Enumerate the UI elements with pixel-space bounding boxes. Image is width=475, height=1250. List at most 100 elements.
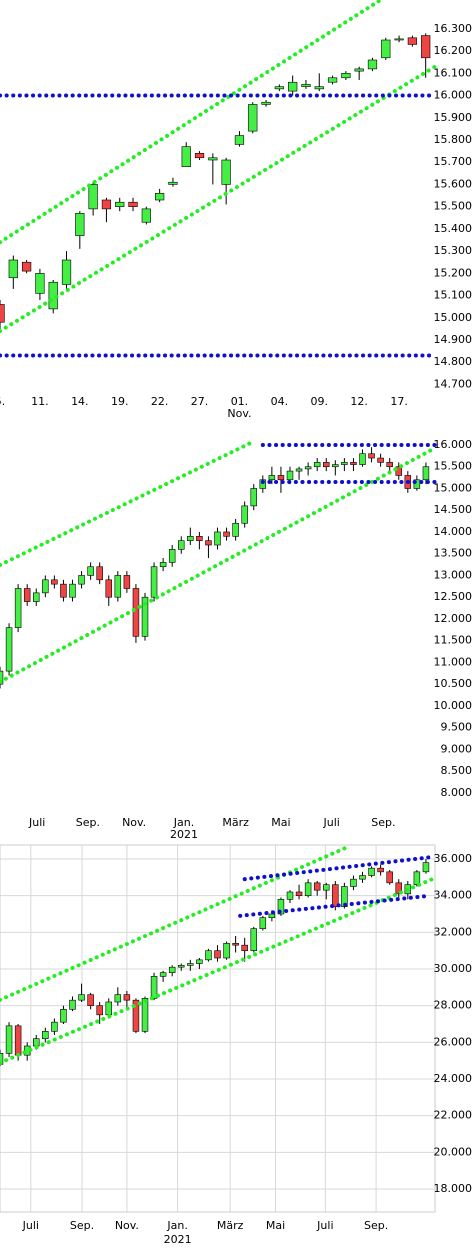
candle-body <box>115 201 125 207</box>
y-tick-label: 12.000 <box>434 612 473 625</box>
candle-body <box>14 1025 22 1056</box>
candle-body <box>314 86 324 90</box>
x-tick-label: Sep. <box>70 1219 94 1232</box>
x-tick-label: 14. <box>71 395 89 408</box>
candle-body <box>422 862 430 873</box>
candle-body <box>60 583 67 598</box>
y-tick-label: 16.100 <box>434 66 473 79</box>
x-tick-label: Sep. <box>364 1219 388 1232</box>
trend-line <box>0 846 348 1002</box>
y-tick-label: 14.800 <box>434 355 473 368</box>
y-tick-label: 15.300 <box>434 244 473 257</box>
x-tick-label: Nov. <box>115 1219 139 1232</box>
candle-body <box>168 966 176 973</box>
candle-body <box>304 882 312 896</box>
candle-body <box>14 588 22 628</box>
candle-body <box>87 994 94 1006</box>
x-tick-label: Sep. <box>76 816 100 829</box>
candle-body <box>178 965 185 968</box>
candle-body <box>413 479 421 489</box>
y-tick-label: 10.000 <box>434 699 473 712</box>
candle-body <box>150 976 158 999</box>
candle-body <box>5 1025 13 1054</box>
y-tick-label: 16.300 <box>434 22 473 35</box>
y-tick-label: 15.900 <box>434 111 473 124</box>
x-tick-label: 5. <box>0 395 5 408</box>
candle-body <box>0 1053 4 1065</box>
x-tick-label: Sep. <box>371 816 395 829</box>
candle-body <box>422 466 430 481</box>
y-tick-label: 14.000 <box>434 525 473 538</box>
candle-body <box>60 1009 67 1023</box>
candle-body <box>286 470 294 481</box>
x-tick-label: 19. <box>111 395 129 408</box>
candle-body <box>168 181 178 185</box>
candle-body <box>8 259 18 279</box>
candle-body <box>114 575 122 598</box>
y-tick-label: 32.000 <box>434 925 473 938</box>
trend-line <box>0 64 437 334</box>
x-tick-label: 04. <box>271 395 289 408</box>
candle-body <box>51 579 58 585</box>
y-tick-label: 13.500 <box>434 547 473 560</box>
candle-body <box>323 462 330 468</box>
candle-body <box>223 531 230 537</box>
y-tick-label: 11.000 <box>434 655 473 668</box>
y-tick-label: 28.000 <box>434 999 473 1012</box>
y-tick-label: 12.500 <box>434 590 473 603</box>
candle-body <box>0 304 5 323</box>
candle-body <box>250 928 257 951</box>
candle-body <box>304 466 312 470</box>
candle-body <box>42 579 49 594</box>
y-tick-label: 15.100 <box>434 289 473 302</box>
trend-line <box>238 893 433 918</box>
candle-body <box>132 999 140 1032</box>
y-tick-label: 11.500 <box>434 634 473 647</box>
y-tick-label: 36.000 <box>434 852 473 865</box>
candle-body <box>181 146 191 167</box>
candle-body <box>196 536 203 541</box>
candle-body <box>214 531 221 546</box>
x-tick-label: Juli <box>323 816 340 829</box>
candle-body <box>194 153 205 159</box>
candle-body <box>268 913 276 918</box>
candle-body <box>69 999 76 1010</box>
y-tick-label: 16.000 <box>434 438 473 451</box>
x-tick-label: März <box>222 816 249 829</box>
candle-body <box>368 867 375 876</box>
candle-body <box>386 462 393 468</box>
candle-body <box>381 39 391 59</box>
candle-body <box>241 505 248 524</box>
candle-body <box>87 566 94 576</box>
candle-body <box>208 157 218 161</box>
candle-body <box>141 998 149 1032</box>
x-tick-label: 17. <box>390 395 408 408</box>
y-tick-label: 34.000 <box>434 889 473 902</box>
y-tick-label: 15.700 <box>434 155 473 168</box>
candle-body <box>341 886 348 907</box>
candle-body <box>295 468 303 472</box>
candle-body <box>232 522 239 537</box>
x-tick-label: Juli <box>22 1219 39 1232</box>
x-tick-label: 22. <box>151 395 169 408</box>
candle-body <box>23 588 31 602</box>
candle-body <box>42 1031 49 1039</box>
candle-body <box>214 950 221 959</box>
candle-body <box>159 562 167 568</box>
x-tick-label: 01. <box>231 395 249 408</box>
candle-body <box>350 462 357 465</box>
candle-body <box>205 950 212 961</box>
y-tick-label: 16.200 <box>434 44 473 57</box>
x-tick-label: Jan. <box>173 816 194 829</box>
candle-body <box>277 475 285 481</box>
x-tick-label: Juli <box>316 1219 333 1232</box>
candle-body <box>327 77 338 83</box>
y-tick-label: 9.500 <box>441 721 473 734</box>
candle-body <box>196 959 203 964</box>
candle-body <box>141 208 151 223</box>
y-tick-label: 16.000 <box>434 89 473 102</box>
y-tick-label: 30.000 <box>434 962 473 975</box>
candle-body <box>301 84 311 87</box>
